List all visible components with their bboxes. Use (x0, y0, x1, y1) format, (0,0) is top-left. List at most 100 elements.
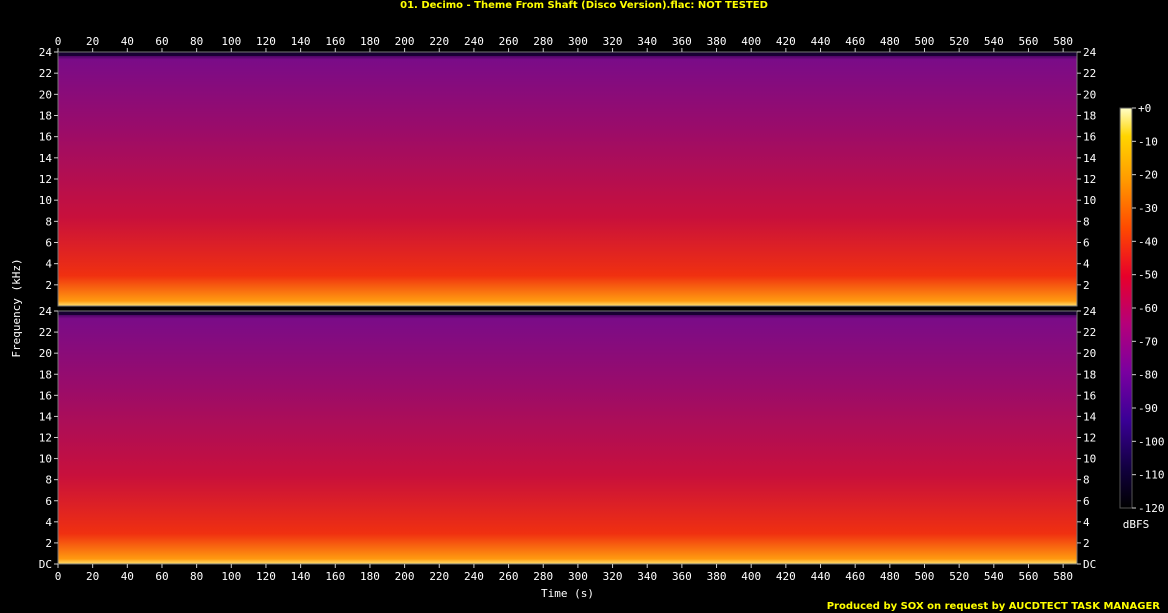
x-tick-label: 300 (568, 570, 588, 583)
x-tick-label: 300 (568, 35, 588, 48)
y-tick-label: 18 (39, 110, 52, 123)
x-tick-label: 100 (221, 35, 241, 48)
y-tick-label: 22 (1083, 67, 1096, 80)
x-tick-label: 40 (121, 570, 134, 583)
colorbar-tick-label: -110 (1138, 469, 1165, 482)
colorbar-scale (1119, 107, 1133, 509)
y-tick-label: 10 (1083, 453, 1096, 466)
colorbar-tick-label: -40 (1138, 235, 1158, 248)
y-tick-label: 8 (1083, 474, 1090, 487)
x-tick-label: 520 (949, 35, 969, 48)
x-tick-label: 200 (395, 35, 415, 48)
x-tick-label: 360 (672, 35, 692, 48)
x-tick-label: 60 (155, 35, 168, 48)
x-tick-label: 440 (811, 35, 831, 48)
colorbar-tick-label: -70 (1138, 335, 1158, 348)
x-tick-label: 160 (325, 570, 345, 583)
x-tick-label: 0 (55, 570, 62, 583)
x-tick-label: 520 (949, 570, 969, 583)
colorbar-tick-label: -60 (1138, 302, 1158, 315)
y-tick-label: 6 (1083, 237, 1090, 250)
x-tick-label: 320 (603, 570, 623, 583)
x-tick-label: 340 (637, 35, 657, 48)
y-tick-label: 14 (39, 410, 53, 423)
y-tick-label: 24 (39, 46, 53, 59)
spectrogram-panel-right (58, 311, 1077, 564)
x-axis-label: Time (s) (541, 587, 594, 600)
colorbar-tick-label: -30 (1138, 202, 1158, 215)
x-tick-label: 240 (464, 35, 484, 48)
x-tick-label: 540 (984, 35, 1004, 48)
x-tick-label: 200 (395, 570, 415, 583)
x-tick-label: 240 (464, 570, 484, 583)
y-axis-label: Frequency (kHz) (10, 258, 23, 357)
y-tick-label: 4 (45, 258, 52, 271)
spectrogram-title: 01. Decimo - Theme From Shaft (Disco Ver… (400, 0, 768, 11)
x-tick-label: 360 (672, 570, 692, 583)
y-tick-label: 4 (1083, 258, 1090, 271)
x-tick-label: 120 (256, 35, 276, 48)
spectrogram-panel-left (58, 52, 1077, 306)
x-tick-label: 80 (190, 570, 203, 583)
x-tick-label: 260 (499, 35, 519, 48)
x-tick-label: 20 (86, 35, 99, 48)
y-tick-label: 6 (45, 237, 52, 250)
y-tick-label: 10 (39, 194, 52, 207)
colorbar-tick-label: +0 (1138, 102, 1151, 115)
x-tick-label: 320 (603, 35, 623, 48)
x-tick-label: 400 (741, 570, 761, 583)
y-tick-label: 10 (1083, 194, 1096, 207)
x-tick-label: 400 (741, 35, 761, 48)
x-tick-label: 380 (707, 570, 727, 583)
y-tick-label: DC (1083, 558, 1096, 571)
x-tick-label: 380 (707, 35, 727, 48)
x-tick-label: 480 (880, 35, 900, 48)
y-tick-label: 2 (1083, 537, 1090, 550)
y-tick-label: 18 (1083, 368, 1096, 381)
footer-credit: Produced by SOX on request by AUCDTECT T… (826, 601, 1160, 612)
y-tick-label: 20 (1083, 88, 1096, 101)
y-tick-label: 24 (1083, 46, 1097, 59)
y-tick-label: 8 (45, 474, 52, 487)
x-tick-label: 20 (86, 570, 99, 583)
colorbar-tick-label: -80 (1138, 369, 1158, 382)
x-tick-label: 580 (1053, 570, 1073, 583)
x-tick-label: 0 (55, 35, 62, 48)
y-tick-label: 6 (1083, 495, 1090, 508)
y-tick-label: 24 (1083, 305, 1097, 318)
y-tick-label: 22 (1083, 326, 1096, 339)
colorbar-tick-label: -100 (1138, 435, 1165, 448)
y-tick-label: 14 (1083, 410, 1097, 423)
spectrogram-panels (58, 52, 1077, 564)
x-tick-label: 60 (155, 570, 168, 583)
y-tick-label: 16 (39, 131, 52, 144)
x-tick-label: 220 (429, 35, 449, 48)
x-tick-label: 160 (325, 35, 345, 48)
y-tick-label: 4 (1083, 516, 1090, 529)
y-tick-label: 20 (39, 347, 52, 360)
y-tick-label: 16 (1083, 131, 1096, 144)
colorbar-tick-label: -20 (1138, 169, 1158, 182)
colorbar-tick-label: -90 (1138, 402, 1158, 415)
colorbar-tick-label: -50 (1138, 269, 1158, 282)
y-tick-label: 2 (1083, 279, 1090, 292)
x-tick-label: 420 (776, 35, 796, 48)
x-tick-label: 120 (256, 570, 276, 583)
y-tick-label: 24 (39, 305, 53, 318)
x-tick-label: 100 (221, 570, 241, 583)
x-tick-label: 280 (533, 570, 553, 583)
x-tick-label: 260 (499, 570, 519, 583)
y-tick-label: 12 (39, 432, 52, 445)
y-tick-label: 10 (39, 453, 52, 466)
x-tick-label: 220 (429, 570, 449, 583)
x-tick-label: 500 (915, 35, 935, 48)
x-tick-label: 580 (1053, 35, 1073, 48)
y-tick-label: 20 (1083, 347, 1096, 360)
x-tick-label: 340 (637, 570, 657, 583)
cutoff-band (58, 311, 1077, 315)
y-tick-label: 8 (45, 215, 52, 228)
colorbar-tick-label: -10 (1138, 135, 1158, 148)
y-tick-label: 14 (1083, 152, 1097, 165)
colorbar-tick-label: -120 (1138, 502, 1165, 515)
y-tick-label: 18 (39, 368, 52, 381)
